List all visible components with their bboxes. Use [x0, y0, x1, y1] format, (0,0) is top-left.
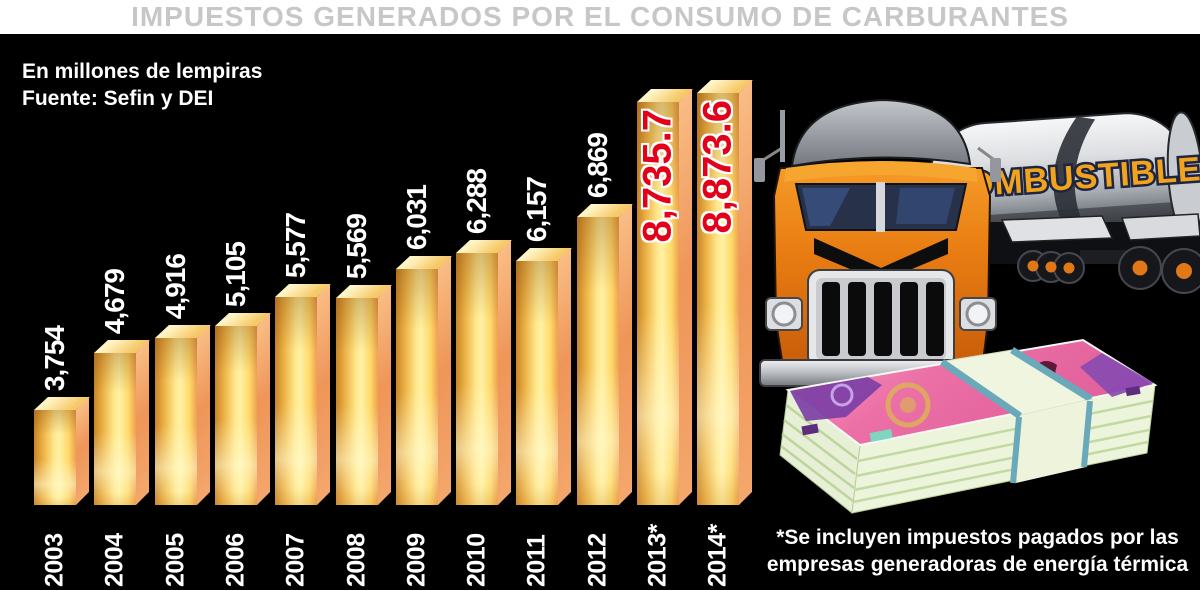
bar-side-face: [618, 204, 632, 505]
bar-year-label: 2013*: [643, 524, 672, 587]
footnote: *Se incluyen impuestos pagados por las e…: [755, 524, 1200, 578]
bar-chart: 3,754 2003 4,679 2004 4,916 2005 5,105 2006 5,57…: [0, 34, 1200, 590]
bar-front-face: [335, 298, 378, 505]
bar-value-label: 6,031: [400, 184, 432, 250]
bar-front-face: [34, 410, 76, 505]
bar-value-label: 5,569: [340, 213, 372, 279]
bar-value-label: 8,735.7: [635, 109, 680, 243]
bar-value-label: 6,288: [461, 168, 493, 234]
bar-side-face: [196, 325, 210, 505]
bar: 8,873.6 2014*: [695, 80, 754, 587]
headlights: [765, 297, 997, 331]
bar-front-face: [516, 261, 559, 505]
bar-year-label: 2007: [281, 533, 310, 587]
bar-front-face: [154, 338, 197, 505]
bar-value-label: 6,869: [581, 132, 613, 198]
page-title: IMPUESTOS GENERADOS POR EL CONSUMO DE CA…: [131, 1, 1069, 32]
footnote-line-2: empresas generadoras de energía térmica: [766, 553, 1189, 576]
bar-value-label: 3,754: [39, 325, 70, 391]
bar: 6,869 2012: [576, 133, 633, 587]
bar-side-face: [136, 340, 150, 505]
truck-cab: [754, 98, 1005, 387]
bar-side-face: [377, 285, 391, 505]
truck-undercarriage: [985, 213, 1200, 264]
bar: 6,031 2009: [395, 185, 452, 587]
bar-front-face: [456, 253, 499, 505]
bar-value-label: 6,157: [521, 176, 553, 242]
bar-year-label: 2003: [40, 533, 69, 587]
footnote-line-1: *Se incluyen impuestos pagados por las: [776, 526, 1179, 549]
bar-side-face: [558, 248, 572, 505]
bar-front-face: [395, 269, 438, 505]
title-band: IMPUESTOS GENERADOS POR EL CONSUMO DE CA…: [0, 0, 1200, 34]
bar-side-face: [498, 240, 512, 505]
bar-year-label: 2011: [522, 534, 551, 587]
bar-side-face: [256, 313, 270, 505]
bar-front-face: [275, 297, 318, 505]
bar-side-face: [679, 89, 692, 505]
bar: 6,288 2010: [456, 169, 513, 587]
bar-value-label: 4,916: [159, 253, 191, 319]
bar-front-face: [94, 353, 137, 505]
bar-value-label: 5,105: [219, 241, 251, 307]
bar-front-face: [637, 102, 679, 505]
bar: 4,679 2004: [94, 269, 151, 587]
chart-panel: En millones de lempiras Fuente: Sefin y …: [0, 34, 1200, 590]
bar-front-face: [697, 93, 740, 505]
source-note: Fuente: Sefin y DEI: [22, 87, 214, 110]
bar-side-face: [317, 284, 331, 505]
bar-year-label: 2012: [583, 533, 612, 587]
bar: 5,105 2006: [214, 242, 271, 587]
bar-year-label: 2006: [221, 533, 250, 587]
bar: 4,916 2005: [154, 254, 211, 587]
bar: 6,157 2011: [516, 177, 573, 587]
bar-value-label: 5,577: [280, 212, 312, 278]
bar-year-label: 2010: [462, 533, 491, 587]
bar-side-face: [437, 256, 451, 505]
bar-front-face: [214, 326, 257, 505]
money-band: [940, 347, 1094, 484]
fuel-truck-illustration: COMBUSTIBLE: [754, 98, 1200, 387]
truck-wheels: [1017, 246, 1200, 294]
bar-value-label: 4,679: [99, 268, 131, 334]
bar: 5,577 2007: [275, 213, 332, 587]
bar-side-face: [76, 397, 89, 505]
bar: 8,735.7 2013*: [635, 89, 693, 587]
bar-year-label: 2004: [100, 533, 129, 587]
bar-year-label: 2014*: [703, 524, 732, 587]
bar-year-label: 2008: [342, 533, 370, 587]
units-note: En millones de lempiras: [22, 60, 263, 83]
bar-value-label: 8,873.6: [695, 100, 740, 234]
bar-year-label: 2009: [402, 533, 431, 587]
bar-front-face: [576, 217, 619, 505]
bar-year-label: 2005: [161, 533, 190, 587]
bar: 5,569 2008: [335, 214, 392, 587]
money-stack-illustration: [779, 338, 1158, 514]
bar: 3,754 2003: [34, 326, 90, 587]
chart-notes: En millones de lempiras Fuente: Sefin y …: [22, 58, 262, 112]
